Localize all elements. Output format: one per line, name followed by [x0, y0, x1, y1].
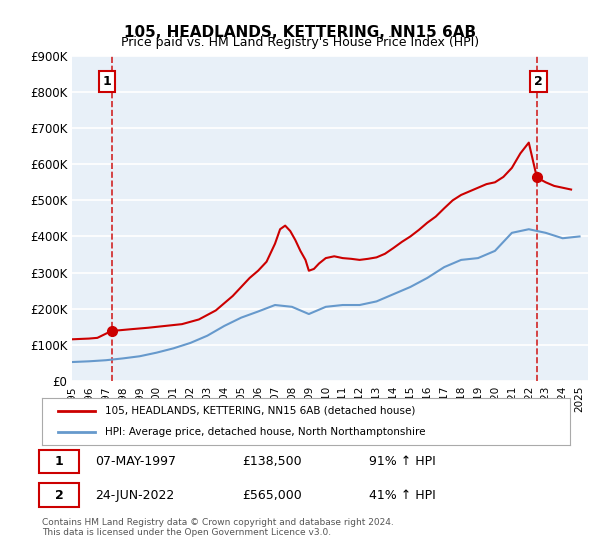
Text: Contains HM Land Registry data © Crown copyright and database right 2024.
This d: Contains HM Land Registry data © Crown c… — [42, 518, 394, 538]
Text: Price paid vs. HM Land Registry's House Price Index (HPI): Price paid vs. HM Land Registry's House … — [121, 36, 479, 49]
Text: 1: 1 — [55, 455, 63, 468]
Text: 105, HEADLANDS, KETTERING, NN15 6AB (detached house): 105, HEADLANDS, KETTERING, NN15 6AB (det… — [106, 406, 416, 416]
Text: 41% ↑ HPI: 41% ↑ HPI — [370, 488, 436, 502]
FancyBboxPatch shape — [40, 450, 79, 473]
Text: £565,000: £565,000 — [242, 488, 302, 502]
Text: 24-JUN-2022: 24-JUN-2022 — [95, 488, 174, 502]
Text: 07-MAY-1997: 07-MAY-1997 — [95, 455, 176, 468]
Text: 1: 1 — [103, 75, 111, 88]
Text: HPI: Average price, detached house, North Northamptonshire: HPI: Average price, detached house, Nort… — [106, 427, 426, 437]
Text: 91% ↑ HPI: 91% ↑ HPI — [370, 455, 436, 468]
Text: 105, HEADLANDS, KETTERING, NN15 6AB: 105, HEADLANDS, KETTERING, NN15 6AB — [124, 25, 476, 40]
Text: 2: 2 — [534, 75, 543, 88]
Text: £138,500: £138,500 — [242, 455, 302, 468]
FancyBboxPatch shape — [40, 483, 79, 507]
Text: 2: 2 — [55, 488, 63, 502]
